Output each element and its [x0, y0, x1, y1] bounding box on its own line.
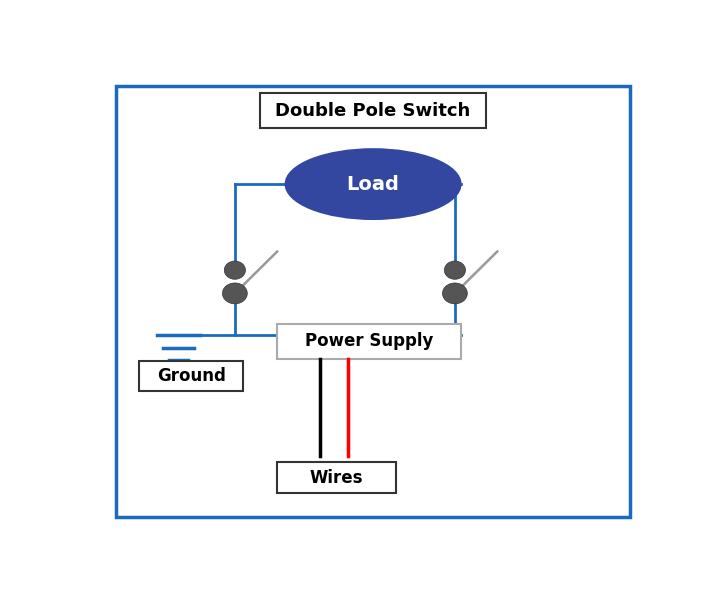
FancyBboxPatch shape	[277, 461, 396, 493]
FancyBboxPatch shape	[261, 94, 486, 128]
Ellipse shape	[285, 149, 461, 219]
Ellipse shape	[224, 261, 245, 279]
Text: Wires: Wires	[309, 469, 363, 487]
FancyBboxPatch shape	[139, 361, 243, 391]
Ellipse shape	[223, 283, 248, 304]
Text: Ground: Ground	[157, 367, 226, 385]
Text: Double Pole Switch: Double Pole Switch	[275, 102, 471, 120]
FancyBboxPatch shape	[277, 324, 461, 359]
Ellipse shape	[443, 283, 467, 304]
Text: Load: Load	[347, 175, 400, 194]
Ellipse shape	[444, 261, 465, 279]
Text: Power Supply: Power Supply	[305, 332, 433, 350]
